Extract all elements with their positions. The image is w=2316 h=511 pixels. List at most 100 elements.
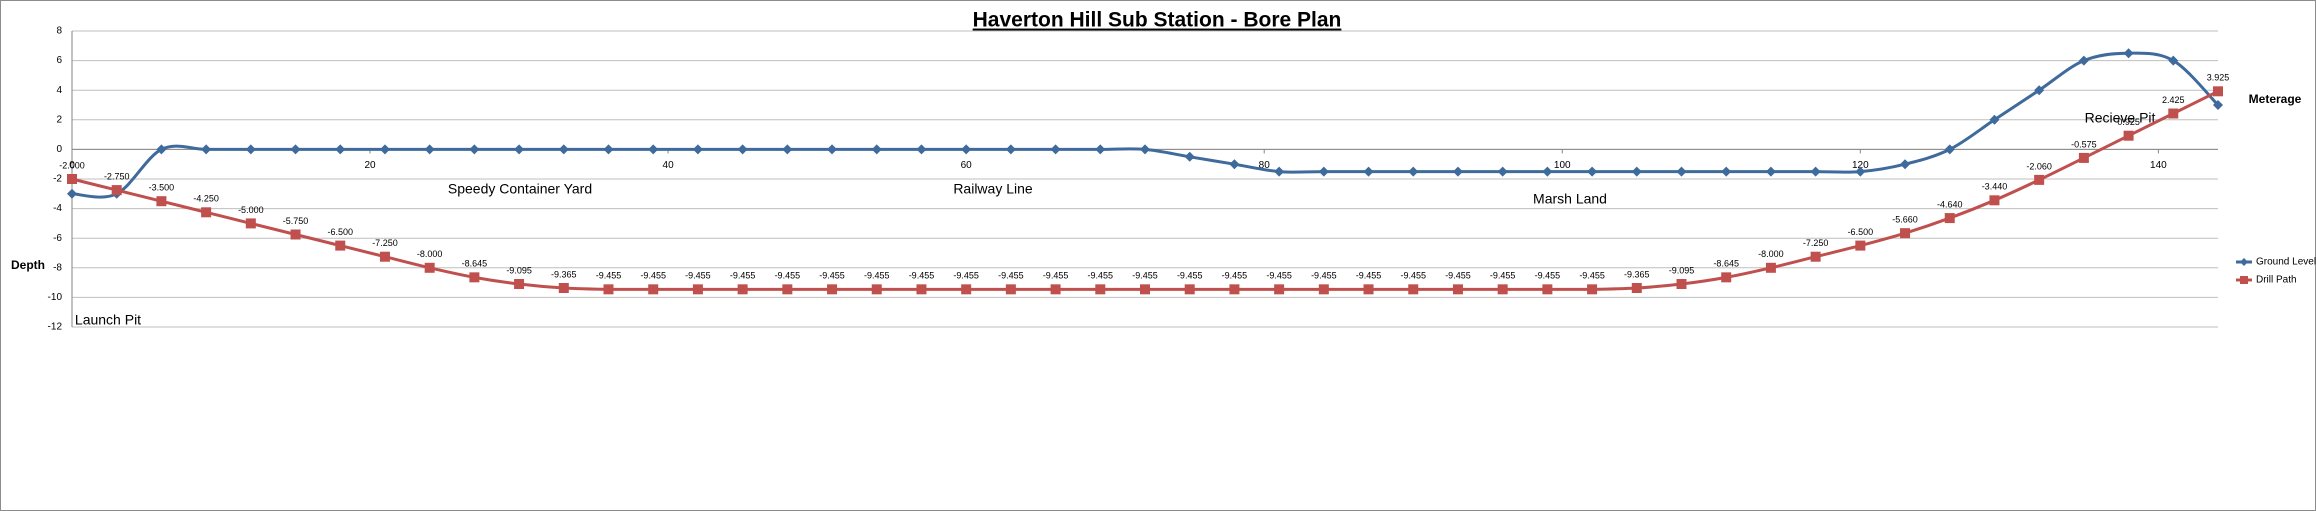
data-label: -4.640 — [1937, 199, 1963, 209]
y-tick-label: -6 — [53, 233, 62, 244]
marker — [245, 144, 256, 155]
annotation: Speedy Container Yard — [448, 181, 592, 197]
marker — [1452, 166, 1463, 177]
marker — [67, 174, 77, 184]
marker — [603, 284, 614, 295]
marker — [916, 284, 927, 295]
marker — [1810, 166, 1821, 177]
marker — [111, 185, 122, 196]
marker — [782, 144, 793, 155]
marker — [1944, 144, 1955, 155]
annotation: Launch Pit — [75, 312, 141, 328]
data-label: -9.455 — [1222, 271, 1248, 281]
marker — [827, 144, 838, 155]
x-tick-label: 120 — [1852, 160, 1869, 171]
marker — [424, 262, 435, 273]
marker — [1095, 284, 1106, 295]
marker — [737, 284, 748, 295]
marker — [692, 144, 703, 155]
data-label: -9.455 — [1266, 271, 1292, 281]
data-label: -9.455 — [596, 271, 622, 281]
data-label: -9.365 — [1624, 269, 1650, 279]
data-label: -9.455 — [640, 271, 666, 281]
data-label: -9.455 — [1311, 271, 1337, 281]
marker — [1497, 166, 1508, 177]
marker — [1184, 284, 1195, 295]
marker — [1274, 284, 1285, 295]
marker — [67, 188, 77, 199]
x-tick-label: 80 — [1259, 160, 1271, 171]
marker — [1542, 166, 1553, 177]
marker — [1363, 284, 1374, 295]
marker — [692, 284, 703, 295]
marker — [201, 144, 212, 155]
marker — [290, 144, 301, 155]
data-label: -5.750 — [283, 216, 309, 226]
y-tick-label: -12 — [48, 322, 63, 333]
marker — [1989, 195, 2000, 206]
marker — [871, 144, 882, 155]
marker — [2123, 48, 2134, 59]
data-label: -6.500 — [1848, 227, 1874, 237]
data-label: -9.455 — [909, 271, 935, 281]
x-tick-label: 20 — [364, 160, 376, 171]
marker — [1318, 166, 1329, 177]
legend-marker — [2240, 258, 2248, 266]
marker — [379, 251, 390, 262]
marker — [2034, 174, 2045, 185]
legend-marker — [2240, 276, 2248, 284]
marker — [1631, 283, 1642, 294]
data-label: -9.455 — [1579, 271, 1605, 281]
marker — [1363, 166, 1374, 177]
marker — [1184, 151, 1195, 162]
marker — [1408, 166, 1419, 177]
marker — [469, 272, 480, 283]
marker — [558, 144, 569, 155]
y-tick-label: -2 — [53, 174, 62, 185]
marker — [2078, 152, 2089, 163]
data-label: -9.455 — [1088, 271, 1114, 281]
data-label: -9.095 — [1669, 265, 1695, 275]
x-tick-label: 140 — [2150, 160, 2167, 171]
marker — [871, 284, 882, 295]
data-label: -0.575 — [2071, 139, 2097, 149]
marker — [1587, 166, 1598, 177]
marker — [1005, 284, 1016, 295]
marker — [1587, 284, 1598, 295]
marker — [1452, 284, 1463, 295]
marker — [514, 144, 525, 155]
marker — [201, 207, 212, 218]
marker — [1765, 262, 1776, 273]
marker — [156, 196, 167, 207]
marker — [1050, 284, 1061, 295]
marker — [1318, 284, 1329, 295]
data-label: -5.000 — [238, 205, 264, 215]
data-label: -8.645 — [1713, 259, 1739, 269]
marker — [1944, 213, 1955, 224]
marker — [1050, 144, 1061, 155]
data-label: -3.500 — [149, 183, 175, 193]
data-label: -9.455 — [1177, 271, 1203, 281]
y-tick-label: 0 — [56, 144, 62, 155]
data-label: -9.095 — [506, 265, 532, 275]
marker — [1900, 159, 1911, 170]
data-label: -9.455 — [1535, 271, 1561, 281]
marker — [514, 279, 525, 290]
y-tick-label: 4 — [56, 85, 62, 96]
marker — [424, 144, 435, 155]
marker — [1140, 144, 1150, 155]
data-label: -7.250 — [372, 238, 398, 248]
data-label: -9.455 — [685, 271, 711, 281]
data-label: -9.455 — [864, 271, 890, 281]
marker — [1229, 159, 1240, 170]
data-label: -5.660 — [1892, 215, 1918, 225]
data-label: -9.365 — [551, 269, 577, 279]
data-label: -9.455 — [775, 271, 801, 281]
marker — [1765, 166, 1776, 177]
marker — [1229, 284, 1240, 295]
marker — [2034, 85, 2045, 96]
data-label: -2.000 — [59, 160, 85, 170]
data-label: -9.455 — [1400, 271, 1426, 281]
x-tick-label: 60 — [961, 160, 973, 171]
